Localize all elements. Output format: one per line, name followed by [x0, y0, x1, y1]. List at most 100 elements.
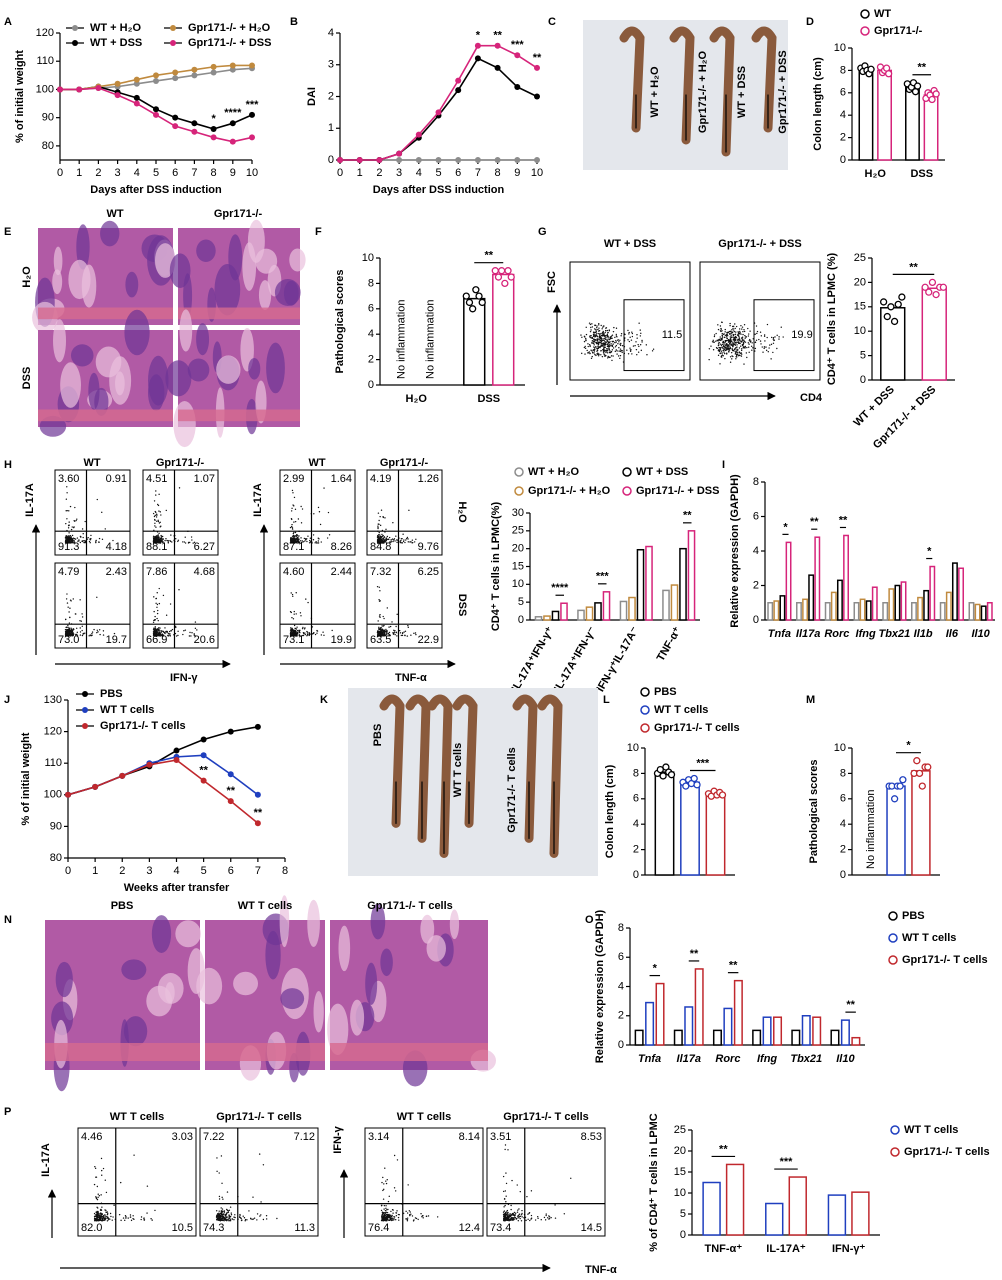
event-dot: [382, 537, 384, 540]
event-dot: [95, 1214, 98, 1216]
significance: **: [719, 1143, 728, 1155]
panel-letter: J: [4, 694, 10, 706]
event-dot: [230, 1214, 233, 1216]
event-dot: [589, 330, 592, 333]
event-dot: [726, 345, 728, 347]
event-dot: [406, 1212, 409, 1214]
event-dot: [84, 542, 86, 544]
bar: [684, 1006, 694, 1046]
event-dot: [723, 343, 725, 345]
event-dot: [512, 1214, 514, 1216]
event-dot: [127, 1217, 129, 1219]
event-dot: [593, 344, 595, 346]
event-dot: [596, 332, 598, 335]
x-tick-label: TNF-α⁺: [655, 625, 684, 664]
muscle-layer: [205, 1043, 325, 1061]
x-tick-label: Ifng: [856, 628, 876, 640]
event-dot: [194, 627, 197, 630]
event-dot: [112, 1216, 114, 1218]
event-dot: [415, 633, 417, 636]
legend-label: Gpr171-/- + DSS: [188, 37, 271, 49]
event-dot: [98, 1195, 101, 1197]
event-dot: [407, 626, 409, 629]
significance: ***: [696, 757, 710, 769]
event-dot: [597, 345, 599, 347]
bar: [900, 581, 907, 621]
bar: [702, 1181, 721, 1236]
event-dot: [725, 349, 728, 351]
event-dot: [609, 341, 611, 343]
event-dot: [734, 352, 737, 354]
event-dot: [609, 350, 611, 352]
event-dot: [249, 1217, 252, 1220]
event-dot: [216, 1217, 219, 1220]
event-dot: [603, 343, 606, 345]
event-dot: [595, 346, 597, 348]
event-dot: [411, 1215, 414, 1217]
event-dot: [545, 1214, 547, 1217]
event-dot: [177, 539, 180, 541]
data-point: [396, 157, 403, 163]
tissue: [187, 358, 210, 382]
event-dot: [390, 539, 392, 541]
event-dot: [758, 338, 760, 341]
event-dot: [290, 518, 293, 520]
y-axis-label: IFN-γ: [332, 1125, 344, 1153]
event-dot: [726, 343, 728, 346]
event-dot: [65, 498, 68, 500]
event-dot: [726, 353, 728, 355]
x-tick-label: 7: [255, 865, 261, 877]
event-dot: [722, 347, 724, 349]
event-dot: [95, 1196, 97, 1198]
plot-frame: [569, 261, 691, 381]
event-dot: [393, 632, 395, 634]
event-dot: [227, 1210, 229, 1212]
event-dot: [175, 635, 178, 637]
event-dot: [317, 542, 320, 544]
x-tick-label: 7: [475, 167, 481, 179]
event-dot: [76, 631, 78, 634]
event-dot: [733, 348, 736, 351]
event-dot: [242, 1215, 244, 1217]
event-dot: [754, 341, 757, 343]
bar: [723, 1007, 733, 1046]
row-label: DSS: [456, 594, 468, 617]
event-dot: [732, 355, 734, 358]
event-dot: [93, 1217, 96, 1219]
event-dot: [233, 1219, 235, 1221]
event-dot: [81, 634, 84, 637]
event-dot: [619, 339, 621, 341]
event-dot: [379, 616, 381, 619]
event-dot: [616, 350, 618, 352]
event-dot: [584, 347, 587, 350]
y-tick-label: 0: [518, 614, 524, 626]
event-dot: [530, 1214, 533, 1217]
y-tick-label: 4: [618, 980, 624, 992]
significance: *: [783, 521, 788, 533]
event-dot: [80, 620, 83, 622]
event-dot: [393, 1217, 395, 1220]
event-dot: [265, 1218, 268, 1220]
event-dot: [584, 345, 586, 348]
event-dot: [296, 537, 298, 539]
event-dot: [293, 541, 295, 544]
event-dot: [93, 628, 95, 631]
event-dot: [129, 1214, 132, 1216]
event-dot: [155, 494, 157, 496]
event-dot: [388, 1214, 390, 1216]
event-dot: [591, 351, 594, 354]
event-dot: [292, 532, 295, 535]
event-dot: [79, 620, 81, 622]
event-dot: [178, 589, 180, 591]
significance: **: [810, 516, 819, 528]
event-dot: [614, 341, 616, 344]
data-point: [76, 86, 83, 93]
event-dot: [727, 338, 730, 341]
y-tick-label: 0: [680, 1229, 686, 1241]
event-dot: [66, 593, 68, 595]
event-dot: [164, 539, 166, 542]
event-dot: [298, 631, 301, 634]
event-dot: [390, 1219, 393, 1222]
event-dot: [229, 1216, 231, 1219]
event-dot: [600, 337, 602, 340]
